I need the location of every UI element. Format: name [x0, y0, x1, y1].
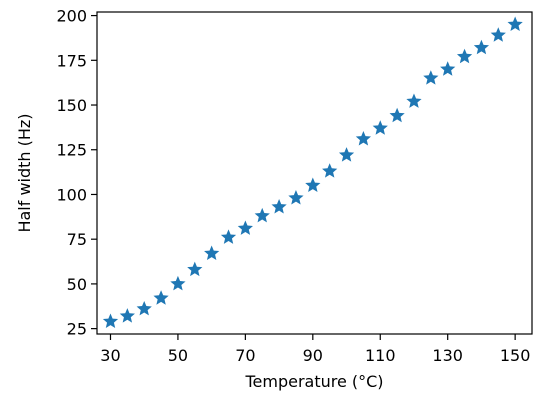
data-point-star: [170, 275, 186, 291]
data-point-star: [338, 147, 355, 162]
y-axis-ticks: 25 50 75 100 125 150 175 200: [56, 7, 97, 339]
data-point-star: [372, 120, 388, 135]
data-point-star: [136, 300, 152, 316]
y-tick-label: 200: [56, 7, 87, 26]
y-tick-label: 125: [56, 141, 87, 160]
x-axis-ticks: 30 50 70 90 110 130 150: [100, 334, 530, 365]
x-tick-label: 150: [500, 346, 531, 365]
data-point-star: [187, 261, 203, 277]
data-point-star: [322, 163, 338, 178]
plot-area: 30 50 70 90 110 130 150 25 50 75 100 125 150 175 200: [56, 7, 533, 365]
data-point-star: [305, 177, 321, 192]
data-point-star: [423, 70, 439, 85]
data-point-star: [204, 245, 220, 260]
data-point-star: [473, 39, 490, 55]
y-tick-label: 175: [56, 51, 87, 70]
y-tick-label: 100: [56, 185, 87, 204]
x-tick-label: 110: [365, 346, 396, 365]
x-tick-label: 90: [303, 346, 323, 365]
x-axis-label: Temperature (°C): [244, 372, 383, 391]
data-point-star: [102, 313, 119, 328]
x-tick-label: 70: [235, 346, 255, 365]
data-point-star: [440, 61, 456, 76]
data-point-star: [254, 207, 270, 223]
data-point-star: [389, 107, 405, 123]
y-tick-label: 75: [67, 230, 87, 249]
x-tick-label: 50: [168, 346, 188, 365]
data-point-star: [490, 27, 506, 42]
x-tick-label: 130: [432, 346, 463, 365]
x-tick-label: 30: [100, 346, 120, 365]
data-point-star: [220, 229, 237, 244]
data-point-star: [119, 308, 135, 323]
axes-frame: [96, 11, 533, 335]
data-point-star: [288, 190, 304, 205]
y-tick-label: 50: [67, 275, 87, 294]
data-point-star: [355, 131, 371, 146]
data-point-star: [507, 16, 523, 31]
data-point-star: [153, 290, 169, 305]
y-axis-label: Half width (Hz): [15, 113, 34, 232]
data-point-star: [456, 48, 473, 64]
y-tick-label: 150: [56, 96, 87, 115]
y-tick-label: 25: [67, 320, 87, 339]
data-point-star: [271, 198, 287, 214]
data-points: [102, 16, 523, 328]
data-point-star: [237, 220, 253, 235]
data-point-star: [406, 93, 422, 108]
